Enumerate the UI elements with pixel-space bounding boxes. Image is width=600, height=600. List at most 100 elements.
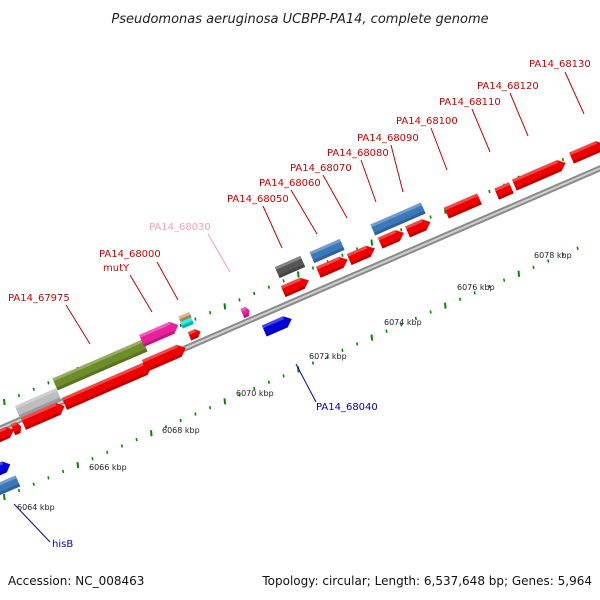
accession-text: Accession: NC_008463 — [8, 574, 144, 588]
feature-blue-edge-shadow — [0, 469, 7, 478]
gene-label-pa14-68000[interactable]: PA14_68000 — [99, 249, 161, 260]
gene-label-pa14-67975[interactable]: PA14_67975 — [8, 293, 70, 304]
tick-lower-39 — [576, 246, 579, 250]
feature-red-4-highlight — [141, 344, 178, 363]
tick-lower-17 — [253, 386, 256, 391]
tick-upper-21 — [311, 266, 315, 270]
feature-pa14-68060[interactable] — [309, 238, 345, 264]
feature-cyan-box[interactable] — [180, 317, 194, 329]
gene-label-pa14-68030[interactable]: PA14_68030 — [149, 222, 211, 233]
gene-label-pa14-68050[interactable]: PA14_68050 — [227, 194, 289, 205]
feature-red-tiny[interactable] — [10, 421, 23, 436]
feature-olive-box-shadow — [56, 348, 148, 391]
feature-pa14-68110[interactable] — [494, 182, 514, 200]
gene-label-pa14-68040[interactable]: PA14_68040 — [316, 402, 378, 413]
tick-lower-36 — [532, 265, 535, 270]
tick-lower-24 — [356, 342, 359, 346]
feature-pa14-68050-red-shadow — [284, 285, 305, 298]
feature-pa14-68110-shape — [494, 182, 514, 200]
feature-pa14-68030[interactable] — [240, 306, 251, 319]
feature-red-2-shape — [20, 402, 65, 430]
feature-pa14-68040-shadow — [265, 324, 288, 337]
feature-red-2[interactable] — [20, 400, 67, 430]
label-connector-layer — [13, 71, 585, 543]
feature-pa14-68030-shadow — [243, 313, 250, 319]
feature-gray-box[interactable] — [14, 388, 62, 418]
feature-red-small-1[interactable] — [187, 327, 203, 341]
feature-red-3[interactable] — [61, 360, 154, 410]
feature-red-3-highlight — [61, 362, 144, 401]
gene-label-pa14-68130[interactable]: PA14_68130 — [529, 59, 591, 70]
feature-pa14-68030-shape — [240, 306, 250, 319]
feature-blue-edge[interactable] — [0, 459, 13, 478]
feature-pa14-68100[interactable] — [444, 193, 482, 219]
scale-label-6078: 6078 kbp — [534, 251, 572, 260]
feature-pa14-68060-red-shape — [315, 256, 348, 278]
feature-gray-box-shape — [14, 388, 62, 418]
tick-upper-20 — [297, 271, 300, 278]
feature-pa14-68050-red[interactable] — [280, 275, 311, 298]
feature-hisb[interactable] — [0, 475, 21, 497]
feature-pa14-68130-highlight — [569, 141, 597, 156]
feature-pa14-68080[interactable] — [370, 202, 426, 236]
scale-label-6070: 6070 kbp — [236, 389, 274, 398]
gene-label-muty[interactable]: mutY — [103, 263, 130, 274]
tick-lower-29 — [429, 310, 432, 314]
connector-pa14-67975 — [65, 304, 91, 345]
feature-blue-edge-shape — [0, 461, 11, 478]
connector-pa14-68120 — [509, 92, 529, 137]
tick-lower-23 — [341, 348, 344, 352]
tick-upper-14 — [209, 311, 212, 315]
feature-pa14-68050-highlight — [274, 255, 302, 270]
feature-pa14-68080-red[interactable] — [377, 227, 407, 249]
feature-red-4-shadow — [145, 354, 182, 372]
feature-pa14-68050[interactable] — [274, 255, 306, 279]
feature-pa14-68120[interactable] — [511, 157, 568, 191]
tick-lower-5 — [76, 462, 80, 469]
feature-pa14-68090[interactable] — [405, 217, 433, 238]
tick-lower-19 — [282, 374, 285, 378]
scale-label-6074: 6074 kbp — [384, 318, 422, 327]
feature-tan-box[interactable] — [178, 311, 192, 323]
gene-label-pa14-68090[interactable]: PA14_68090 — [357, 133, 419, 144]
feature-pa14-68040[interactable] — [261, 314, 294, 337]
feature-pa14-68060-red[interactable] — [315, 254, 350, 278]
feature-pa14-68080-highlight — [370, 202, 423, 228]
gene-label-pa14-68110[interactable]: PA14_68110 — [439, 97, 501, 108]
feature-red-edge[interactable] — [0, 424, 16, 444]
feature-red-2-highlight — [20, 402, 57, 421]
tick-upper-23 — [341, 253, 344, 257]
feature-magenta-arrow-shadow — [143, 331, 175, 347]
feature-hisb-shadow — [0, 483, 21, 497]
tick-upper-25 — [370, 239, 374, 246]
tick-lower-11 — [164, 425, 168, 429]
feature-pa14-68110-highlight — [494, 182, 511, 192]
feature-pa14-68100-highlight — [444, 193, 479, 211]
tick-upper-1 — [17, 393, 21, 398]
gene-label-hisb[interactable]: hisB — [52, 539, 73, 550]
feature-red-4[interactable] — [141, 342, 188, 372]
gene-label-pa14-68120[interactable]: PA14_68120 — [477, 81, 539, 92]
connector-pa14-68090 — [390, 144, 404, 193]
feature-magenta-arrow[interactable] — [139, 319, 181, 347]
feature-pa14-68090-shape — [405, 219, 431, 238]
gene-label-pa14-68080[interactable]: PA14_68080 — [327, 148, 389, 159]
scale-label-6066: 6066 kbp — [89, 463, 127, 472]
gene-label-pa14-68070[interactable]: PA14_68070 — [290, 163, 352, 174]
feature-pa14-68040-highlight — [261, 316, 285, 329]
tick-lower-1 — [17, 488, 21, 493]
feature-pa14-68060-red-highlight — [315, 256, 341, 270]
feature-magenta-arrow-highlight — [139, 321, 171, 338]
feature-red-4-shape — [141, 344, 186, 372]
scale-label-6064: 6064 kbp — [17, 503, 55, 512]
gene-label-pa14-68100[interactable]: PA14_68100 — [396, 116, 458, 127]
connector-muty — [156, 261, 179, 301]
feature-olive-box[interactable] — [52, 339, 148, 391]
feature-pa14-68130[interactable] — [569, 138, 600, 164]
gene-label-pa14-68060[interactable]: PA14_68060 — [259, 178, 321, 189]
tick-lower-34 — [503, 278, 506, 282]
feature-pa14-68070[interactable] — [346, 243, 377, 266]
feature-pa14-68130-shadow — [572, 149, 600, 164]
feature-pa14-68080-red-shape — [377, 230, 404, 249]
